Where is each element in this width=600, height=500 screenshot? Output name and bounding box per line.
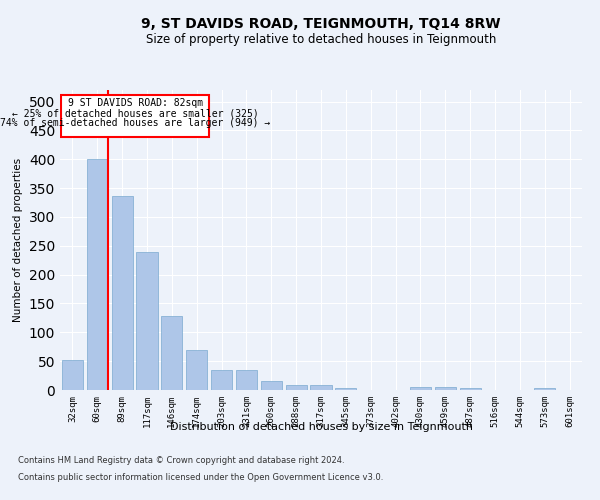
Bar — [261, 382, 282, 390]
Text: 9 ST DAVIDS ROAD: 82sqm: 9 ST DAVIDS ROAD: 82sqm — [68, 98, 203, 108]
Bar — [161, 316, 182, 390]
Bar — [87, 159, 108, 390]
Bar — [112, 196, 133, 390]
Text: Distribution of detached houses by size in Teignmouth: Distribution of detached houses by size … — [170, 422, 473, 432]
Bar — [410, 386, 431, 390]
Bar — [136, 252, 158, 390]
Text: 9, ST DAVIDS ROAD, TEIGNMOUTH, TQ14 8RW: 9, ST DAVIDS ROAD, TEIGNMOUTH, TQ14 8RW — [141, 18, 501, 32]
FancyBboxPatch shape — [61, 94, 209, 138]
Bar — [286, 386, 307, 390]
Bar — [62, 360, 83, 390]
Text: Contains public sector information licensed under the Open Government Licence v3: Contains public sector information licen… — [18, 474, 383, 482]
Bar — [435, 387, 456, 390]
Bar — [186, 350, 207, 390]
Bar — [335, 388, 356, 390]
Bar — [310, 386, 332, 390]
Text: 74% of semi-detached houses are larger (949) →: 74% of semi-detached houses are larger (… — [0, 118, 271, 128]
Bar — [534, 388, 555, 390]
Bar — [460, 388, 481, 390]
Text: Size of property relative to detached houses in Teignmouth: Size of property relative to detached ho… — [146, 32, 496, 46]
Text: ← 25% of detached houses are smaller (325): ← 25% of detached houses are smaller (32… — [12, 108, 259, 118]
Bar — [236, 370, 257, 390]
Bar — [211, 370, 232, 390]
Y-axis label: Number of detached properties: Number of detached properties — [13, 158, 23, 322]
Text: Contains HM Land Registry data © Crown copyright and database right 2024.: Contains HM Land Registry data © Crown c… — [18, 456, 344, 465]
